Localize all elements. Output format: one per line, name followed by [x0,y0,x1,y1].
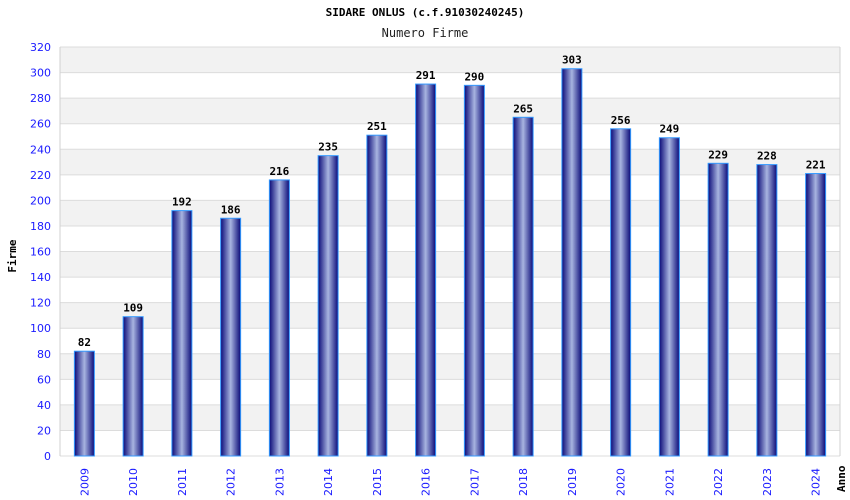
data-label: 235 [318,141,338,154]
bar [220,217,242,457]
y-tick-label: 200 [30,194,51,207]
x-tick-label: 2010 [127,468,140,496]
x-tick-label: 2011 [176,468,189,496]
y-tick-label: 20 [37,424,51,437]
bar [512,116,534,457]
data-label: 303 [562,54,582,67]
x-tick-label: 2012 [225,468,238,496]
x-tick-label: 2015 [371,468,384,496]
y-tick-label: 220 [30,169,51,182]
x-tick-label: 2022 [712,468,725,496]
bar [610,128,632,457]
y-tick-label: 120 [30,297,51,310]
bar [658,137,680,457]
bar [463,84,485,457]
bar [805,173,827,457]
y-tick-label: 320 [30,41,51,54]
data-label: 291 [416,69,436,82]
x-axis-label: Anno [835,465,848,492]
y-tick-label: 240 [30,143,51,156]
x-tick-label: 2020 [615,468,628,496]
bar [707,162,729,457]
bar [317,155,339,457]
chart-subtitle: Numero Firme [381,26,469,40]
data-label: 186 [221,203,241,216]
data-label: 192 [172,196,192,209]
x-tick-label: 2014 [322,468,335,496]
bar [73,350,95,457]
y-tick-label: 160 [30,246,51,259]
x-tick-label: 2009 [78,468,91,496]
bar [268,179,290,457]
data-label: 82 [78,336,91,349]
y-tick-label: 40 [37,399,51,412]
data-label: 109 [123,302,143,315]
grid-band [60,98,840,124]
data-label: 256 [611,114,631,127]
x-tick-label: 2021 [663,468,676,496]
x-tick-label: 2023 [761,468,774,496]
data-label: 221 [806,159,826,172]
y-tick-label: 300 [30,67,51,80]
y-tick-label: 140 [30,271,51,284]
y-axis-label: Firme [6,239,19,272]
x-tick-label: 2019 [566,468,579,496]
chart-title: SIDARE ONLUS (c.f.91030240245) [325,6,525,19]
x-tick-label: 2024 [810,468,823,496]
grid-band [60,47,840,73]
x-tick-label: 2016 [420,468,433,496]
grid-band [60,72,840,99]
bar [366,134,388,457]
data-label: 265 [513,102,533,115]
bar [415,83,437,457]
data-label: 251 [367,120,387,133]
x-tick-label: 2018 [517,468,530,496]
data-label: 290 [464,70,484,83]
y-tick-label: 260 [30,118,51,131]
data-label: 216 [269,165,289,178]
y-tick-label: 80 [37,348,51,361]
y-tick-label: 60 [37,373,51,386]
y-tick-label: 180 [30,220,51,233]
x-tick-label: 2017 [468,468,481,496]
data-label: 229 [708,148,728,161]
y-tick-label: 280 [30,92,51,105]
data-label: 228 [757,150,777,163]
y-tick-label: 100 [30,322,51,335]
bar [561,68,583,457]
bar [122,316,144,457]
x-tick-label: 2013 [273,468,286,496]
grid-band [60,123,840,150]
y-tick-label: 0 [44,450,51,463]
bar [171,210,193,457]
bar [756,164,778,457]
data-label: 249 [659,123,679,136]
